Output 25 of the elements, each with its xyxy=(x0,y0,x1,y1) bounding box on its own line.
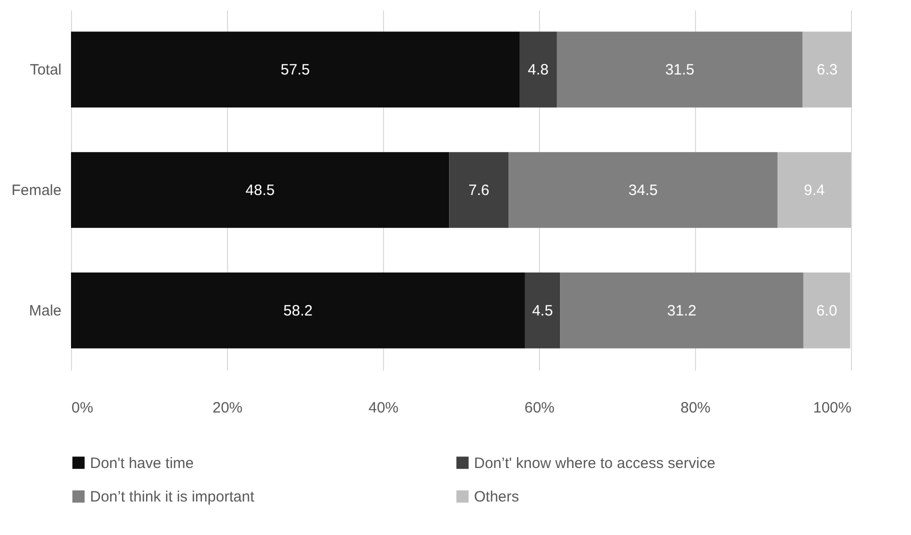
data-label: 58.2 xyxy=(283,302,313,320)
x-tick-label: 20% xyxy=(212,400,243,416)
data-label: 7.6 xyxy=(468,182,490,199)
x-tick-label: 100% xyxy=(813,400,852,416)
legend-label: Don't have time xyxy=(90,454,194,472)
data-label: 6.0 xyxy=(816,302,838,320)
data-label: 31.5 xyxy=(665,62,694,79)
data-label: 6.3 xyxy=(816,62,838,79)
legend-label: Others xyxy=(474,488,520,506)
data-label: 34.5 xyxy=(628,182,658,199)
y-tick-label: Total xyxy=(30,62,62,79)
legend-label: Don’t' know where to access service xyxy=(474,454,716,472)
x-tick-label: 40% xyxy=(368,400,399,416)
x-tick-label: 60% xyxy=(524,400,555,416)
data-label: 57.5 xyxy=(280,62,310,79)
data-label: 48.5 xyxy=(246,182,275,199)
y-tick-label: Female xyxy=(11,182,62,199)
data-label: 4.8 xyxy=(528,62,549,79)
data-label: 9.4 xyxy=(804,182,825,199)
legend-label: Don’t think it is important xyxy=(90,488,256,506)
x-tick-label: 80% xyxy=(680,400,711,416)
y-tick-label: Male xyxy=(28,302,62,320)
data-label: 4.5 xyxy=(532,302,553,320)
data-label: 31.2 xyxy=(667,302,696,320)
x-tick-label: 0% xyxy=(72,400,94,416)
